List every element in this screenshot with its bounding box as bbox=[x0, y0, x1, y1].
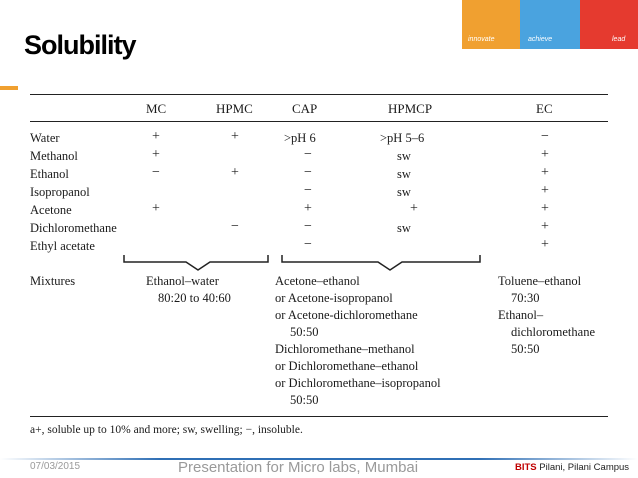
table-cell: − bbox=[304, 219, 312, 234]
accent-dash bbox=[0, 86, 18, 90]
footer-institution-rest: Pilani, Pilani Campus bbox=[536, 462, 630, 473]
footer-divider bbox=[0, 458, 638, 460]
table-cell: − bbox=[541, 129, 549, 144]
table-cell: + bbox=[152, 147, 160, 162]
logo-banner: innovate achieve lead bbox=[462, 0, 638, 49]
table-cell: + bbox=[541, 201, 549, 216]
table-cell: + bbox=[152, 129, 160, 144]
mixtures-label: Mixtures bbox=[30, 274, 76, 288]
solvent-label: Water bbox=[30, 131, 60, 145]
col-header-ec: EC bbox=[536, 101, 553, 116]
logo-word-innovate: innovate bbox=[468, 36, 495, 43]
mixture-line: or Dichloromethane–isopropanol bbox=[275, 376, 441, 390]
table-cell: >pH 5–6 bbox=[380, 131, 425, 145]
brace-phthalates bbox=[281, 255, 481, 271]
table-cell: + bbox=[541, 165, 549, 180]
footer-date: 07/03/2015 bbox=[30, 461, 81, 472]
table-cell: − bbox=[304, 237, 312, 252]
col-header-cap: CAP bbox=[292, 101, 318, 116]
table-cell: + bbox=[304, 201, 312, 216]
solvent-label: Isopropanol bbox=[30, 185, 90, 199]
table-cell: − bbox=[304, 147, 312, 162]
logo-block-innovate bbox=[462, 0, 520, 49]
table-cell: + bbox=[541, 183, 549, 198]
mixture-line: Acetone–ethanol bbox=[275, 274, 360, 288]
footer-institution-bold: BITS bbox=[515, 462, 537, 473]
table-top-rule bbox=[30, 94, 608, 95]
table-cell: + bbox=[152, 201, 160, 216]
solvent-label: Methanol bbox=[30, 149, 78, 163]
col-header-hpmc: HPMC bbox=[216, 101, 253, 116]
slide-title: Solubility bbox=[24, 30, 136, 60]
solvent-label: Ethyl acetate bbox=[30, 239, 95, 253]
table-cell: sw bbox=[397, 221, 411, 235]
mixture-line: 50:50 bbox=[290, 393, 319, 407]
mixture-line: Ethanol–water bbox=[146, 274, 219, 288]
solvent-label: Dichloromethane bbox=[30, 221, 117, 235]
mixture-line: or Dichloromethane–ethanol bbox=[275, 359, 419, 373]
footer-presentation: Presentation for Micro labs, Mumbai bbox=[178, 459, 419, 476]
brace-cellulose-ethers bbox=[123, 255, 269, 271]
table-cell: + bbox=[410, 201, 418, 216]
table-cell: >pH 6 bbox=[284, 131, 316, 145]
table-cell: + bbox=[541, 237, 549, 252]
footer-institution: BITS Pilani, Pilani Campus bbox=[515, 462, 629, 473]
mixture-line: 50:50 bbox=[290, 325, 319, 339]
table-cell: − bbox=[231, 219, 239, 234]
table-cell: sw bbox=[397, 149, 411, 163]
logo-word-lead: lead bbox=[612, 36, 626, 43]
table-cell: − bbox=[304, 183, 312, 198]
solvent-label: Acetone bbox=[30, 203, 72, 217]
mixture-line: Ethanol– bbox=[498, 308, 544, 322]
table-cell: + bbox=[231, 129, 239, 144]
table-cell: sw bbox=[397, 185, 411, 199]
mixture-line: Dichloromethane–methanol bbox=[275, 342, 415, 356]
mixture-line: 70:30 bbox=[511, 291, 540, 305]
logo-block-lead bbox=[580, 0, 638, 49]
mixture-line: dichloromethane bbox=[511, 325, 595, 339]
mixture-line: or Acetone-dichloromethane bbox=[275, 308, 418, 322]
logo-block-achieve bbox=[520, 0, 580, 49]
col-header-mc: MC bbox=[146, 101, 167, 116]
logo-word-achieve: achieve bbox=[528, 36, 553, 43]
mixture-line: or Acetone-isopropanol bbox=[275, 291, 393, 305]
table-cell: − bbox=[304, 165, 312, 180]
col-header-hpmcp: HPMCP bbox=[388, 101, 433, 116]
table-header-rule bbox=[30, 121, 608, 122]
table-cell: − bbox=[152, 165, 160, 180]
mixture-line: 80:20 to 40:60 bbox=[158, 291, 231, 305]
table-cell: sw bbox=[397, 167, 411, 181]
solvent-label: Ethanol bbox=[30, 167, 69, 181]
table-bottom-rule bbox=[30, 416, 608, 417]
table-cell: + bbox=[231, 165, 239, 180]
mixture-line: 50:50 bbox=[511, 342, 540, 356]
table-footnote: a+, soluble up to 10% and more; sw, swel… bbox=[30, 424, 303, 436]
table-cell: + bbox=[541, 219, 549, 234]
mixture-line: Toluene–ethanol bbox=[498, 274, 582, 288]
table-cell: + bbox=[541, 147, 549, 162]
